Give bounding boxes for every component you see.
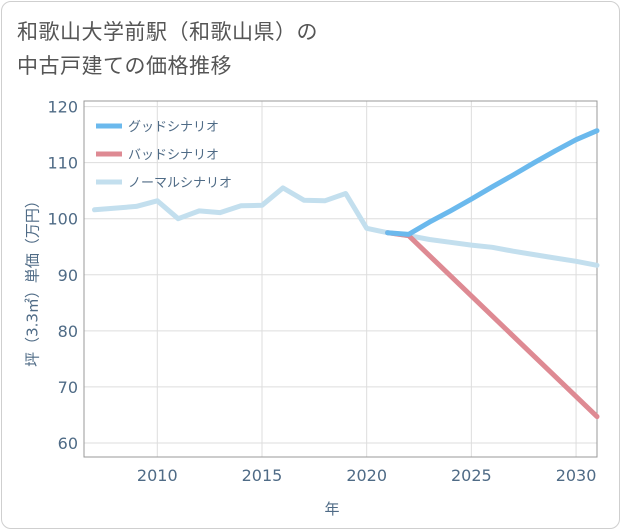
- y-tick-label: 90: [58, 266, 78, 285]
- x-tick-label: 2015: [242, 466, 283, 485]
- legend-label-bad: バッドシナリオ: [128, 148, 219, 163]
- y-tick-label: 70: [58, 378, 78, 397]
- x-tick-label: 2010: [137, 466, 178, 485]
- y-tick-label: 110: [47, 154, 78, 173]
- chart-title: 和歌山大学前駅（和歌山県）の 中古戸建ての価格推移: [17, 15, 437, 83]
- legend-label-good: グッドシナリオ: [128, 120, 219, 135]
- series-line-good: [385, 128, 600, 237]
- plot-area: [84, 101, 597, 457]
- y-tick-label: 80: [58, 322, 78, 341]
- x-tick-label: 2020: [346, 466, 387, 485]
- x-tick-label: 2030: [556, 466, 597, 485]
- chart-title-line-2: 中古戸建ての価格推移: [17, 54, 232, 78]
- y-axis-label: 坪（3.3㎡）単価（万円）: [23, 193, 42, 367]
- y-tick-label: 100: [47, 210, 78, 229]
- x-tick-label: 2025: [451, 466, 492, 485]
- y-tick-label: 120: [47, 98, 78, 117]
- chart-title-line-1: 和歌山大学前駅（和歌山県）の: [17, 20, 318, 44]
- plot-border: [83, 100, 598, 458]
- y-tick-label: 60: [58, 434, 78, 453]
- legend-label-normal: ノーマルシナリオ: [128, 176, 232, 191]
- x-axis-label: 年: [324, 500, 340, 518]
- series-line-normal: [92, 185, 600, 268]
